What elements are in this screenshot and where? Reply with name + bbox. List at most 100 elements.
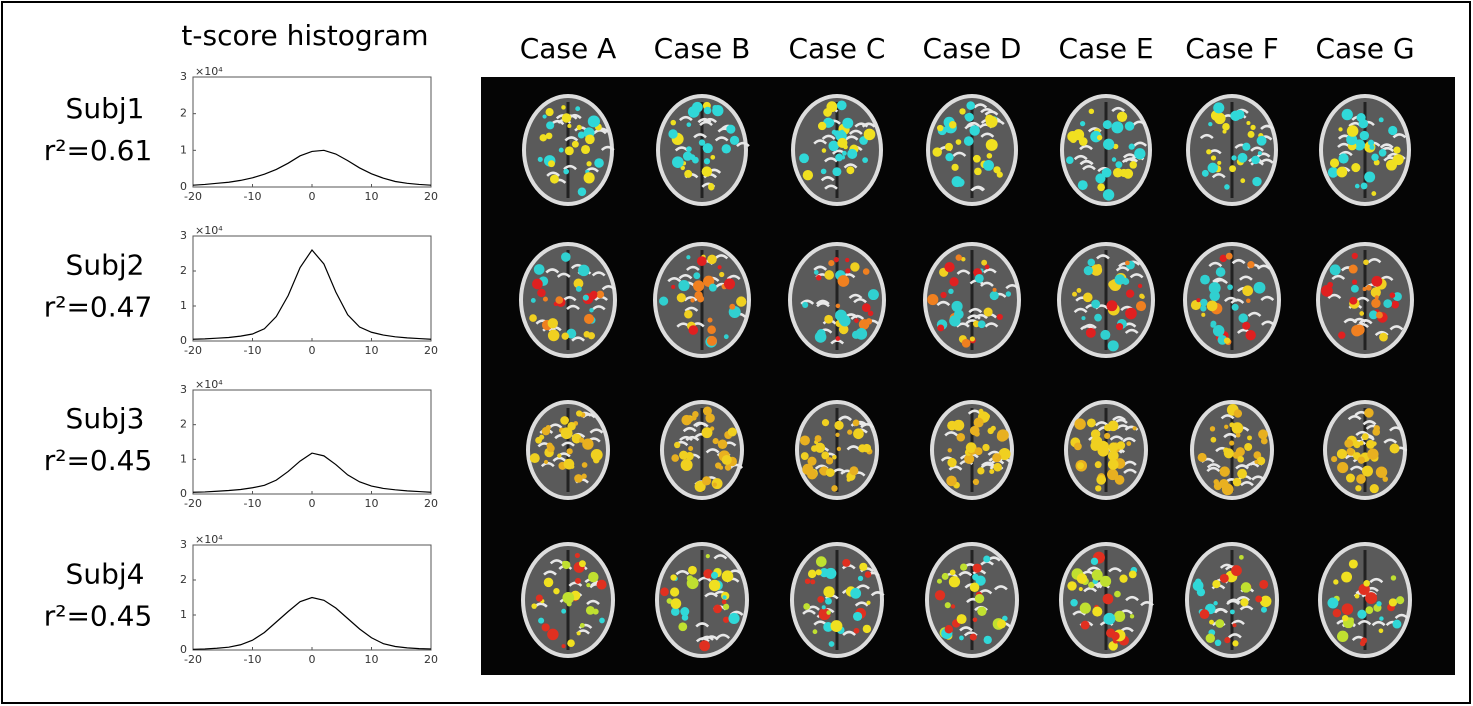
- gyrus: [693, 133, 707, 139]
- gyrus: [1260, 124, 1274, 130]
- activation: [1215, 267, 1226, 277]
- y-tick-label: 3: [180, 70, 187, 83]
- y-multiplier: ×10⁴: [195, 224, 223, 237]
- activation: [542, 114, 547, 119]
- gyrus: [586, 599, 600, 605]
- gyrus: [1236, 596, 1250, 602]
- activation: [674, 441, 681, 449]
- activation: [1252, 176, 1262, 187]
- activation: [713, 604, 722, 614]
- brain-images: [519, 94, 1414, 658]
- activation: [964, 453, 975, 464]
- activation: [1365, 284, 1372, 291]
- gyrus: [982, 268, 997, 274]
- activation: [1083, 266, 1093, 276]
- activation: [1108, 442, 1119, 453]
- gyrus: [1231, 259, 1246, 265]
- activation: [589, 307, 594, 313]
- activation: [1233, 409, 1243, 418]
- activation: [1088, 581, 1095, 589]
- activation: [566, 448, 573, 455]
- gyrus: [601, 285, 616, 291]
- activation: [941, 572, 949, 580]
- histogram-line: [192, 596, 432, 650]
- gyrus: [980, 132, 995, 138]
- activation: [590, 290, 598, 298]
- activation: [533, 264, 545, 275]
- activation: [1090, 264, 1103, 276]
- activation: [1196, 298, 1201, 303]
- activation: [680, 165, 686, 171]
- x-tick-label: 0: [309, 497, 316, 510]
- activation: [562, 591, 575, 604]
- activation: [966, 101, 975, 110]
- gyrus: [683, 296, 698, 302]
- activation: [821, 451, 830, 460]
- gyrus: [1228, 633, 1242, 639]
- activation: [583, 313, 595, 324]
- x-tick-label: -20: [184, 653, 202, 666]
- plot-box: [192, 389, 432, 495]
- activation: [849, 466, 859, 476]
- activation: [694, 480, 706, 493]
- activation: [831, 129, 837, 135]
- gyrus: [1005, 284, 1020, 290]
- activation: [590, 448, 603, 461]
- activation: [1219, 573, 1229, 583]
- activation: [814, 442, 826, 453]
- activation: [717, 265, 722, 270]
- activation: [537, 156, 543, 162]
- gyrus: [1073, 307, 1088, 314]
- gyrus: [1383, 438, 1398, 444]
- activation: [1259, 579, 1269, 589]
- y-tick-label: 0: [180, 487, 187, 500]
- activation: [728, 612, 740, 625]
- activation: [828, 641, 835, 647]
- activation: [993, 166, 1001, 174]
- activation: [717, 439, 728, 450]
- activation: [1227, 284, 1233, 291]
- subject-r2: r²=0.61: [44, 134, 153, 167]
- activation: [1113, 610, 1126, 622]
- activation: [947, 457, 957, 468]
- activation: [1128, 570, 1137, 579]
- gyrus: [1256, 264, 1271, 270]
- activation: [1231, 155, 1237, 161]
- activation: [1101, 167, 1112, 178]
- activation: [701, 166, 713, 177]
- activation: [721, 144, 731, 154]
- activation: [983, 307, 993, 317]
- gyrus: [848, 293, 863, 299]
- activation: [574, 552, 580, 559]
- activation: [977, 606, 987, 616]
- activation: [678, 622, 688, 632]
- activation: [842, 150, 847, 156]
- activation: [835, 336, 841, 341]
- gyrus: [694, 422, 709, 428]
- gyrus: [843, 163, 858, 169]
- gyrus: [697, 118, 712, 124]
- activation: [867, 289, 879, 301]
- activation: [1221, 483, 1234, 496]
- activation: [736, 296, 747, 307]
- activation: [1212, 325, 1225, 337]
- activation: [825, 457, 834, 465]
- activation: [672, 156, 684, 168]
- activation: [1367, 139, 1375, 146]
- activation: [1103, 138, 1115, 150]
- activation: [670, 574, 677, 581]
- activation: [582, 438, 594, 450]
- activation: [1359, 130, 1370, 141]
- activation: [1111, 121, 1124, 134]
- activation: [1223, 447, 1230, 454]
- gyrus: [1371, 620, 1386, 627]
- activation: [1195, 578, 1202, 585]
- activation: [983, 159, 994, 171]
- activation: [972, 154, 981, 163]
- gyrus: [1240, 481, 1254, 487]
- activation: [993, 462, 1002, 472]
- activation: [1389, 292, 1396, 299]
- activation: [981, 259, 988, 266]
- activation: [1356, 113, 1366, 123]
